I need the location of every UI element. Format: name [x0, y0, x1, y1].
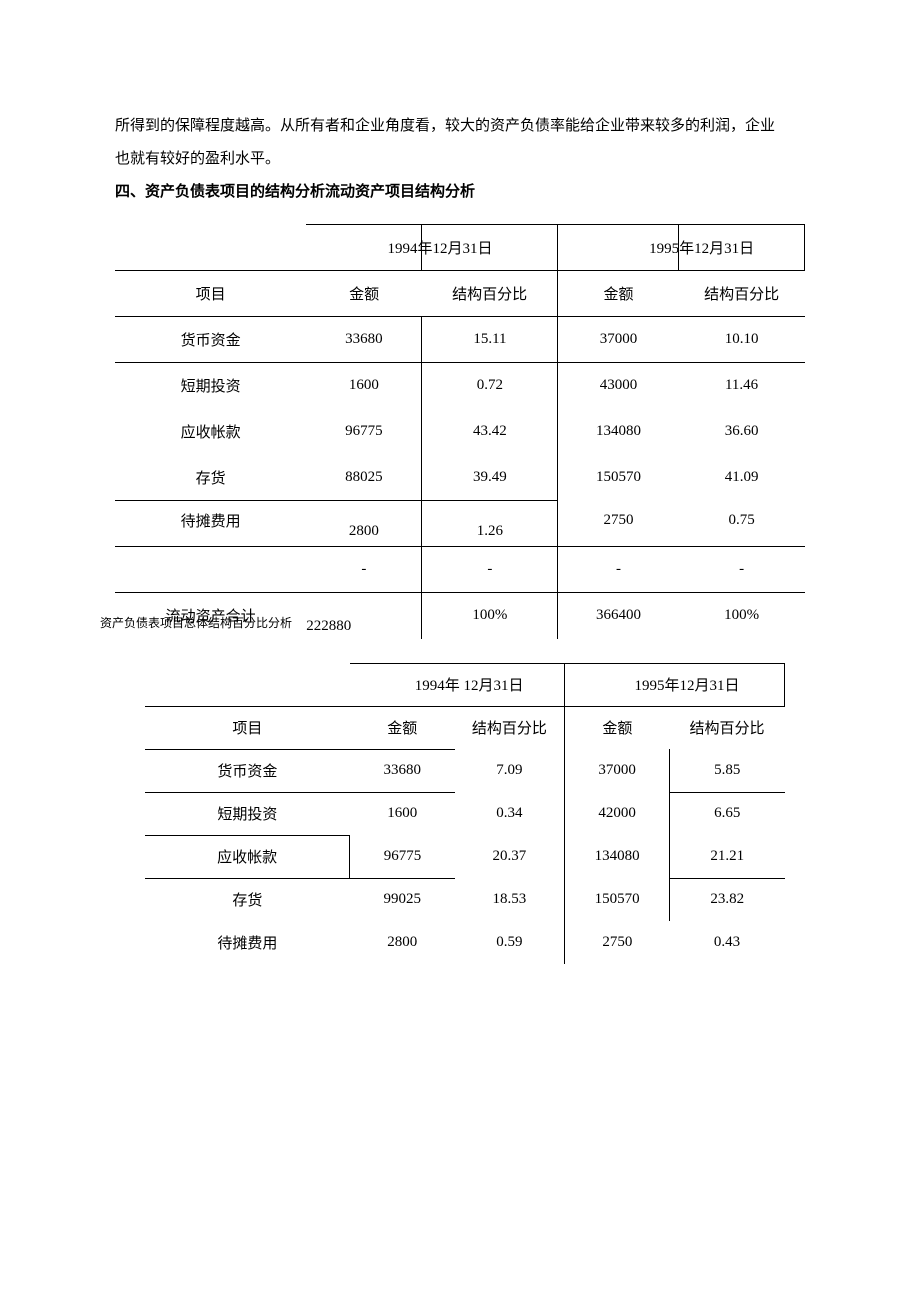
table-row: 存货 88025 39.49 150570 41.09: [115, 455, 805, 501]
table-overall-structure: 1994年 12月31日 1995年12月31日 项目 金额 结构百分比 金额 …: [145, 663, 785, 965]
table-row: - - - -: [115, 547, 805, 593]
cell-amt: 2800: [350, 921, 455, 964]
cell-amt: 42000: [565, 792, 670, 835]
cell-amt: 96775: [350, 835, 455, 878]
cell-pct: -: [679, 547, 805, 593]
cell-pct: 0.34: [455, 792, 565, 835]
cell-amt: 134080: [558, 409, 679, 455]
cell-item: 货币资金: [115, 317, 306, 363]
table-row: 货币资金 33680 7.09 37000 5.85: [145, 749, 785, 792]
table-row: 待摊费用 2800 0.59 2750 0.43: [145, 921, 785, 964]
table-row: 1994年 12月31日 1995年12月31日: [145, 663, 785, 706]
para-line-2: 也就有较好的盈利水平。: [115, 143, 805, 176]
cell-item: 待摊费用: [115, 501, 306, 547]
cell-pct: 41.09: [679, 455, 805, 501]
date-header-2: 1995年12月31日: [670, 663, 785, 706]
cell-amt: -: [558, 547, 679, 593]
cell-pct: 5.85: [670, 749, 785, 792]
table-row: 待摊费用 2800 1.26 2750 0.75: [115, 501, 805, 547]
cell-amt: 2750: [565, 921, 670, 964]
cell-pct: 36.60: [679, 409, 805, 455]
col-header-amount: 金额: [558, 271, 679, 317]
cell-amt: 366400: [558, 593, 679, 639]
date-header-2: 1995年12月31日: [679, 225, 805, 271]
cell-amt: 99025: [350, 878, 455, 921]
cell-pct: -: [422, 547, 558, 593]
cell-pct: 7.09: [455, 749, 565, 792]
cell-pct: 10.10: [679, 317, 805, 363]
cell-pct: 1.26: [422, 501, 558, 547]
table-row: 项目 金额 结构百分比 金额 结构百分比: [145, 706, 785, 749]
cell-amt: 2800: [306, 501, 422, 547]
cell-item: [115, 547, 306, 593]
cell-item: 存货: [115, 455, 306, 501]
table1-note: 资产负债表项目总体结构百分比分析: [100, 614, 292, 631]
cell-pct: 100%: [679, 593, 805, 639]
col-header-item: 项目: [115, 271, 306, 317]
col-header-pct: 结构百分比: [670, 706, 785, 749]
col-header-amount: 金额: [306, 271, 422, 317]
cell-amt: 96775: [306, 409, 422, 455]
cell-amt: 33680: [350, 749, 455, 792]
cell-pct: 39.49: [422, 455, 558, 501]
section-heading: 四、资产负债表项目的结构分析流动资产项目结构分析: [115, 176, 805, 209]
cell-amt: 222880: [306, 593, 422, 639]
col-header-amount: 金额: [565, 706, 670, 749]
cell-item: 短期投资: [115, 363, 306, 409]
table1-wrap: 1994年12月31日 1995年12月31日 项目 金额 结构百分比 金额 结…: [115, 224, 805, 639]
cell-pct: 18.53: [455, 878, 565, 921]
cell-pct: 0.75: [679, 501, 805, 547]
table-row: 应收帐款 96775 20.37 134080 21.21: [145, 835, 785, 878]
cell-amt: 33680: [306, 317, 422, 363]
cell-pct: 20.37: [455, 835, 565, 878]
cell-item: 短期投资: [145, 792, 350, 835]
cell-amt: 134080: [565, 835, 670, 878]
cell-pct: 0.43: [670, 921, 785, 964]
cell-amt: 2750: [558, 501, 679, 547]
cell-amt: 1600: [350, 792, 455, 835]
para-line-1: 所得到的保障程度越高。从所有者和企业角度看，较大的资产负债率能给企业带来较多的利…: [115, 110, 805, 143]
cell-pct: 21.21: [670, 835, 785, 878]
cell-amt: 43000: [558, 363, 679, 409]
cell-pct: 43.42: [422, 409, 558, 455]
table-row: 货币资金 33680 15.11 37000 10.10: [115, 317, 805, 363]
table-row: 项目 金额 结构百分比 金额 结构百分比: [115, 271, 805, 317]
cell-amt: 1600: [306, 363, 422, 409]
date-header-1: 1994年12月31日: [422, 225, 558, 271]
table-row: 应收帐款 96775 43.42 134080 36.60: [115, 409, 805, 455]
cell-amt: 150570: [565, 878, 670, 921]
cell-pct: 23.82: [670, 878, 785, 921]
cell-amt: 37000: [565, 749, 670, 792]
date-header-1: 1994年 12月31日: [455, 663, 565, 706]
cell-item: 待摊费用: [145, 921, 350, 964]
cell-pct: 0.59: [455, 921, 565, 964]
cell-pct: 100%: [422, 593, 558, 639]
table2-wrap: 1994年 12月31日 1995年12月31日 项目 金额 结构百分比 金额 …: [115, 663, 805, 965]
table-row: 存货 99025 18.53 150570 23.82: [145, 878, 785, 921]
cell-pct: 11.46: [679, 363, 805, 409]
cell-amt: 88025: [306, 455, 422, 501]
cell-item: 货币资金: [145, 749, 350, 792]
table-row: 短期投资 1600 0.72 43000 11.46: [115, 363, 805, 409]
col-header-amount: 金额: [350, 706, 455, 749]
cell-pct: 0.72: [422, 363, 558, 409]
table-row: 1994年12月31日 1995年12月31日: [115, 225, 805, 271]
col-header-pct: 结构百分比: [422, 271, 558, 317]
cell-pct: 6.65: [670, 792, 785, 835]
cell-amt: 37000: [558, 317, 679, 363]
cell-item: 存货: [145, 878, 350, 921]
table-current-assets: 1994年12月31日 1995年12月31日 项目 金额 结构百分比 金额 结…: [115, 224, 805, 639]
cell-amt: 150570: [558, 455, 679, 501]
col-header-pct: 结构百分比: [455, 706, 565, 749]
table-row: 短期投资 1600 0.34 42000 6.65: [145, 792, 785, 835]
col-header-pct: 结构百分比: [679, 271, 805, 317]
cell-item: 应收帐款: [115, 409, 306, 455]
cell-item: 应收帐款: [145, 835, 350, 878]
cell-amt: -: [306, 547, 422, 593]
col-header-item: 项目: [145, 706, 350, 749]
body-paragraph: 所得到的保障程度越高。从所有者和企业角度看，较大的资产负债率能给企业带来较多的利…: [115, 110, 805, 176]
cell-pct: 15.11: [422, 317, 558, 363]
